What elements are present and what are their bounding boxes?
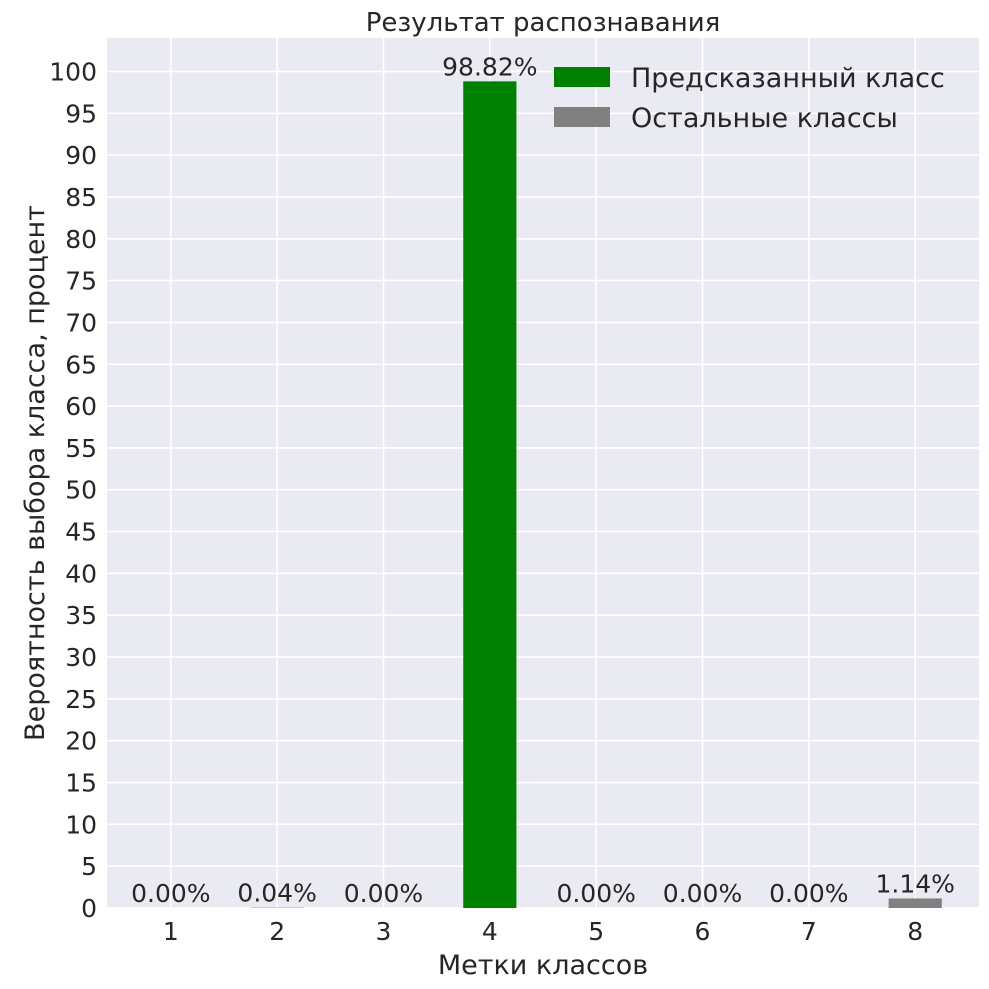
y-tick-label: 35 (65, 601, 97, 630)
data-label: 0.04% (237, 879, 316, 908)
legend-swatch-predicted (554, 67, 610, 87)
y-axis-ticks: 0 5 10 15 20 25 30 35 40 45 50 55 60 65 70 75 80 85 90 95 10… (49, 57, 97, 923)
x-tick-label: 1 (163, 917, 179, 946)
y-tick-label: 100 (49, 57, 97, 86)
y-tick-label: 0 (81, 894, 97, 923)
x-tick-label: 8 (907, 917, 923, 946)
data-label: 0.00% (556, 879, 635, 908)
y-tick-label: 50 (65, 476, 97, 505)
y-tick-label: 85 (65, 183, 97, 212)
x-tick-label: 4 (482, 917, 498, 946)
data-label: 0.00% (663, 879, 742, 908)
x-tick-label: 2 (269, 917, 285, 946)
data-label: 1.14% (875, 869, 954, 898)
y-tick-label: 30 (65, 643, 97, 672)
legend-swatch-other (554, 107, 610, 127)
x-tick-label: 3 (376, 917, 392, 946)
y-tick-label: 70 (65, 308, 97, 337)
chart-title: Результат распознавания (366, 8, 721, 38)
bars (250, 81, 942, 908)
data-label: 0.00% (344, 879, 423, 908)
x-tick-label: 6 (695, 917, 711, 946)
y-tick-label: 95 (65, 99, 97, 128)
legend-label-other: Остальные классы (631, 103, 898, 134)
y-axis-label: Вероятность выбора класса, процент (20, 205, 51, 741)
y-tick-label: 75 (65, 267, 97, 296)
x-axis-ticks: 1 2 3 4 5 6 7 8 (163, 917, 923, 946)
y-tick-label: 15 (65, 769, 97, 798)
bar (888, 898, 942, 908)
y-tick-label: 5 (81, 852, 97, 881)
y-tick-label: 45 (65, 518, 97, 547)
bar-predicted (463, 81, 517, 908)
x-tick-label: 7 (801, 917, 817, 946)
y-tick-label: 80 (65, 225, 97, 254)
y-tick-label: 55 (65, 434, 97, 463)
legend-label-predicted: Предсказанный класс (631, 63, 945, 94)
legend: Предсказанный класс Остальные классы (554, 63, 945, 134)
y-tick-label: 40 (65, 559, 97, 588)
data-label: 0.00% (769, 879, 848, 908)
x-tick-label: 5 (588, 917, 604, 946)
data-label: 0.00% (131, 879, 210, 908)
plot-area (107, 38, 979, 908)
y-tick-label: 60 (65, 392, 97, 421)
x-axis-label: Метки классов (438, 950, 648, 981)
data-labels: 0.00% 0.04% 0.00% 98.82% 0.00% 0.00% 0.00% 1.14… (131, 52, 955, 908)
data-label: 98.82% (442, 52, 537, 81)
y-tick-label: 65 (65, 350, 97, 379)
y-tick-label: 90 (65, 141, 97, 170)
y-tick-label: 10 (65, 810, 97, 839)
y-tick-label: 25 (65, 685, 97, 714)
y-tick-label: 20 (65, 727, 97, 756)
